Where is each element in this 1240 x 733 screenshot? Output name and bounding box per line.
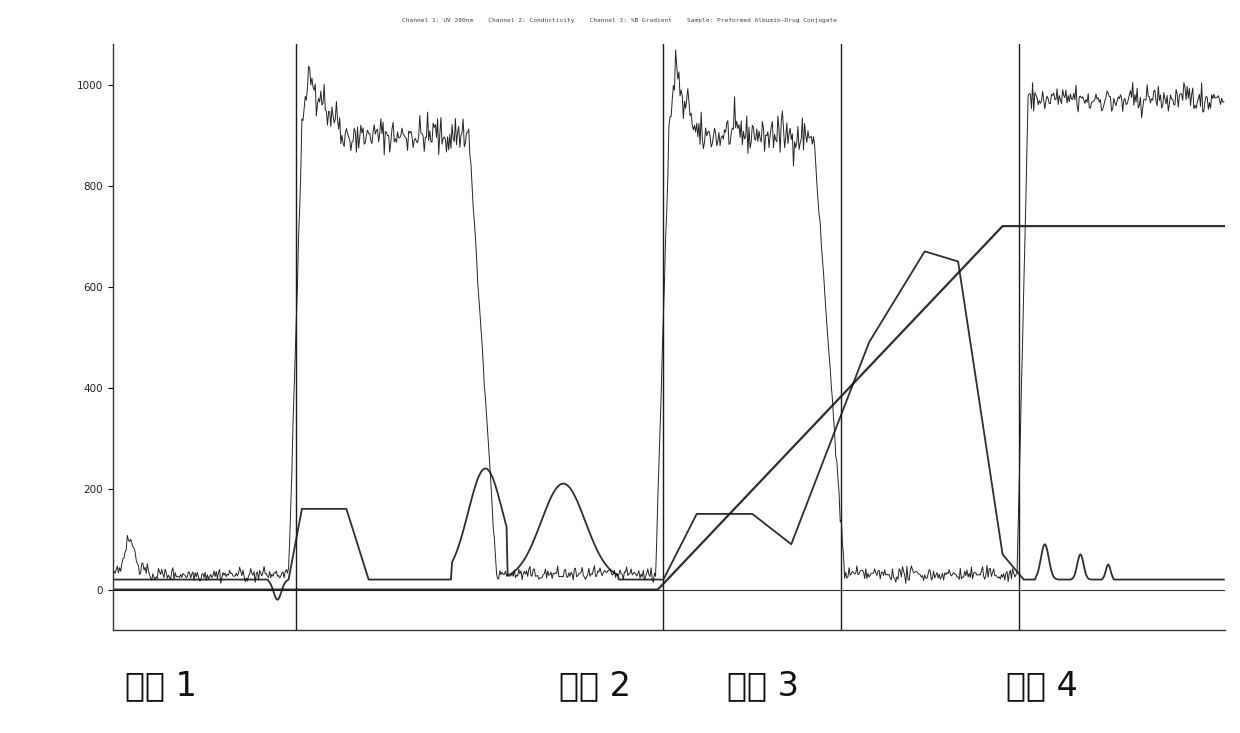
Text: 片段 1: 片段 1 [125, 668, 197, 702]
Text: 片段 4: 片段 4 [1006, 668, 1078, 702]
Text: Channel 1: UV 280nm    Channel 2: Conductivity    Channel 3: %B Gradient    Samp: Channel 1: UV 280nm Channel 2: Conductiv… [403, 18, 837, 23]
Text: 片段 3: 片段 3 [727, 668, 799, 702]
Text: 片段 2: 片段 2 [559, 668, 631, 702]
